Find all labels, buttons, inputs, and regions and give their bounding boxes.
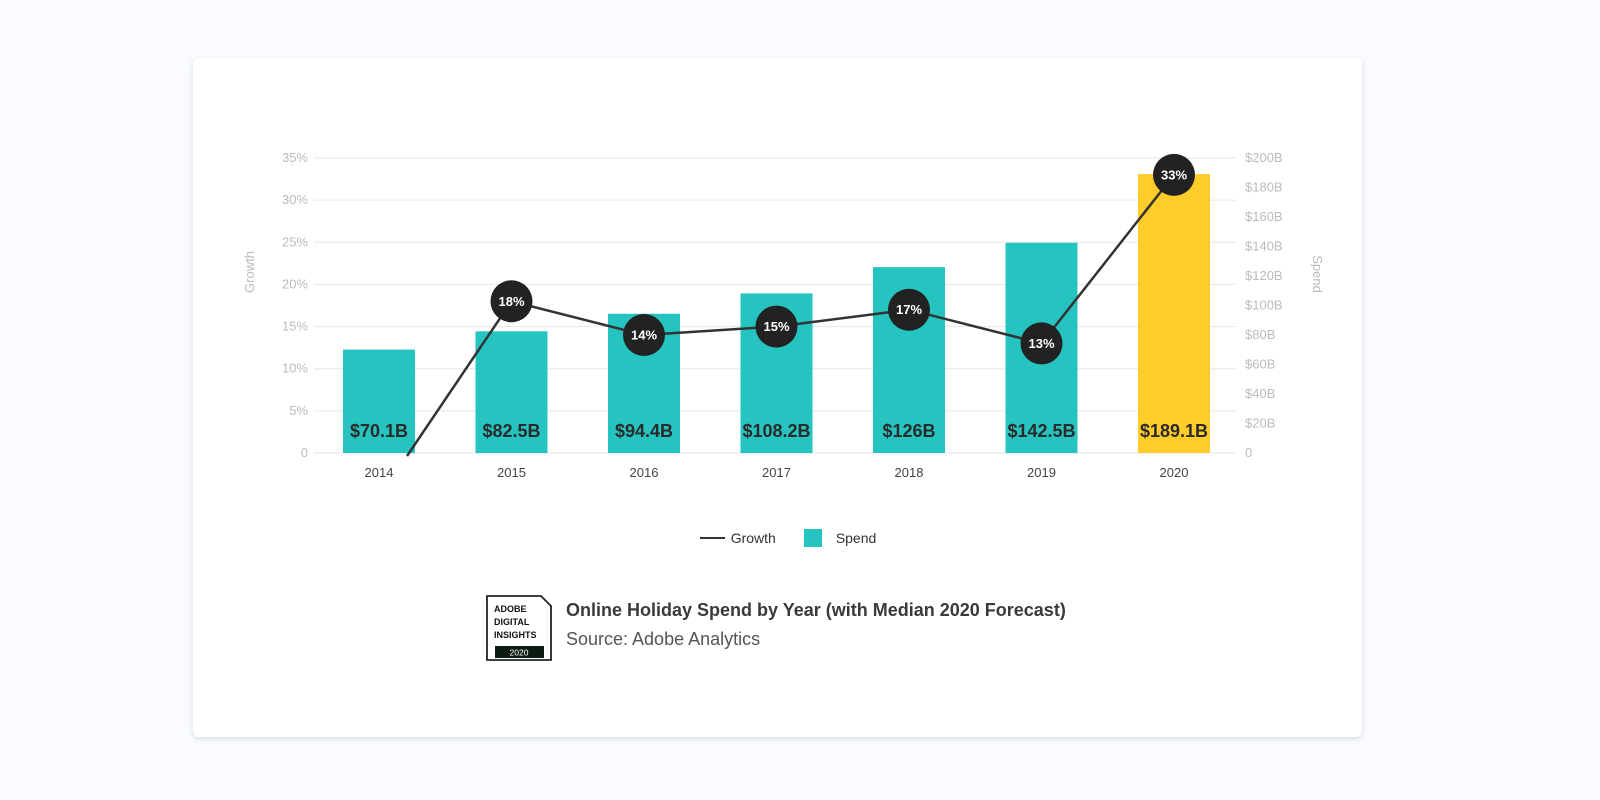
left-axis-ticks: 0 5% 10% 15% 20% 25% 30% 35% [282,150,308,460]
right-tick-label: $60B [1245,357,1275,372]
left-axis-label: Growth [242,251,257,293]
logo-line-2: DIGITAL [494,617,530,627]
chart-title: Online Holiday Spend by Year (with Media… [566,600,1066,620]
growth-point-2019 [1020,322,1063,365]
legend-growth-label: Growth [730,530,776,546]
x-tick-label: 2020 [1160,465,1189,480]
legend-spend-swatch [803,529,822,547]
x-tick-label: 2018 [895,465,924,480]
growth-point-2015 [490,280,533,323]
growth-label-2017: 15% [763,319,789,334]
spend-label-2019: $142.5B [1007,421,1075,441]
growth-label-2016: 14% [631,328,657,343]
right-tick-label: 0 [1245,445,1252,460]
left-tick-label: 30% [282,192,308,207]
legend-spend-label: Spend [835,530,877,546]
right-tick-label: $180B [1245,180,1283,195]
spend-label-2018: $126B [882,421,935,441]
spend-label-2015: $82.5B [482,421,540,441]
spend-bars [343,174,1210,453]
adobe-digital-insights-logo: ADOBE DIGITAL INSIGHTS 2020 [486,595,552,661]
x-tick-label: 2014 [365,465,394,480]
left-tick-label: 10% [282,361,308,376]
right-axis-ticks: 0 $20B $40B $60B $80B $100B $120B $140B $160B $18… [1245,150,1283,460]
legend-growth-swatch [699,537,725,539]
left-tick-label: 25% [282,234,308,249]
spend-bar-2020 [1138,174,1210,453]
left-tick-label: 15% [282,319,308,334]
right-tick-label: $20B [1245,416,1275,431]
growth-point-2016 [623,314,665,356]
x-axis-ticks: 2014 2015 2016 2017 2018 2019 2020 [365,465,1189,480]
growth-label-2019: 13% [1028,336,1054,351]
spend-label-2014: $70.1B [350,421,408,441]
x-tick-label: 2015 [497,465,526,480]
left-tick-label: 0 [301,445,308,460]
spend-bar-labels: $70.1B $82.5B $94.4B $108.2B $126B $142.5B $18… [350,421,1208,441]
spend-bar-2015 [475,331,548,453]
logo-year: 2020 [510,648,529,658]
growth-label-2020: 33% [1161,167,1187,182]
spend-bar-2014 [343,349,415,453]
chart-source: Source: Adobe Analytics [566,629,761,649]
spend-label-2020: $189.1B [1140,421,1208,441]
legend-item-growth[interactable]: Growth [699,530,776,546]
right-tick-label: $40B [1245,386,1275,401]
x-tick-label: 2017 [762,465,791,480]
right-tick-label: $160B [1245,209,1283,224]
spend-label-2017: $108.2B [742,421,810,441]
right-tick-label: $140B [1245,239,1283,254]
spend-label-2016: $94.4B [615,421,673,441]
right-tick-label: $80B [1245,327,1275,342]
logo-line-1: ADOBE [494,604,527,614]
growth-point-2017 [755,305,798,348]
legend: Growth Spend [0,529,1600,547]
right-tick-label: $120B [1245,268,1283,283]
left-tick-label: 35% [282,150,308,165]
growth-point-2020 [1153,153,1195,196]
right-tick-label: $200B [1245,150,1283,165]
chart-footer: ADOBE DIGITAL INSIGHTS 2020 Online Holid… [486,595,1066,661]
left-tick-label: 20% [282,276,308,291]
right-tick-label: $100B [1245,298,1283,313]
x-tick-label: 2019 [1027,465,1056,480]
growth-label-2018: 17% [896,302,922,317]
logo-line-3: INSIGHTS [494,630,537,640]
growth-point-2018 [888,288,930,331]
growth-label-2015: 18% [498,294,524,309]
legend-item-spend[interactable]: Spend [803,529,877,547]
left-tick-label: 5% [289,403,308,418]
right-axis-label: Spend [1310,255,1325,293]
growth-points: 18% 14% 15% 17% 13% 33% [490,153,1195,365]
x-tick-label: 2016 [630,465,659,480]
